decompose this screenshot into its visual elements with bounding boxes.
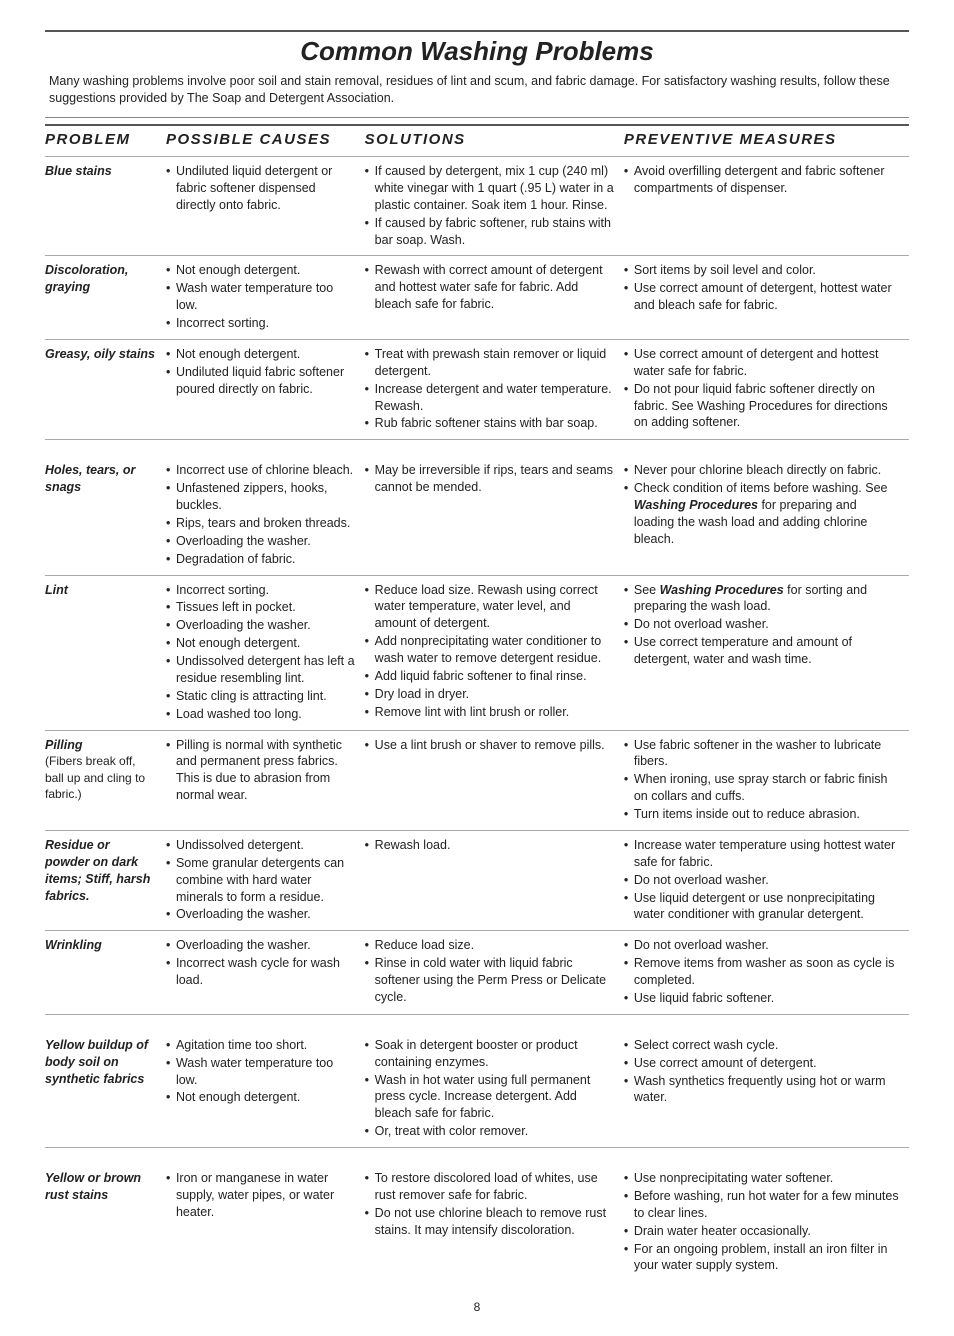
table-row: Residue or powder on dark items; Stiff, …: [45, 830, 909, 930]
page-number: 8: [45, 1299, 909, 1315]
problem-label: Yellow or brown rust stains: [45, 1170, 156, 1204]
problem-label: Holes, tears, or snags: [45, 462, 156, 496]
table-row: Greasy, oily stains Not enough detergent.…: [45, 339, 909, 439]
solutions-cell: Rewash with correct amount of detergent …: [365, 256, 624, 340]
problem-label: Greasy, oily stains: [45, 346, 156, 363]
problem-sub: (Fibers break off, ball up and cling to …: [45, 753, 156, 802]
causes-cell: Not enough detergent.Undiluted liquid fa…: [166, 339, 365, 439]
problem-label: Wrinkling: [45, 937, 156, 954]
preventive-cell: Never pour chlorine bleach directly on f…: [624, 456, 909, 575]
col-solutions: SOLUTIONS: [365, 125, 624, 157]
problem-label: Yellow buildup of body soil on synthetic…: [45, 1037, 156, 1088]
preventive-cell: Select correct wash cycle.Use correct am…: [624, 1031, 909, 1148]
preventive-cell: Use correct amount of detergent and hott…: [624, 339, 909, 439]
solutions-cell: Reduce load size.Rinse in cold water wit…: [365, 931, 624, 1015]
table-row: Yellow buildup of body soil on synthetic…: [45, 1031, 909, 1148]
preventive-cell: See Washing Procedures for sorting and p…: [624, 575, 909, 730]
preventive-cell: Do not overload washer.Remove items from…: [624, 931, 909, 1015]
solutions-cell: May be irreversible if rips, tears and s…: [365, 456, 624, 575]
problem-label: Blue stains: [45, 163, 156, 180]
causes-cell: Undiluted liquid detergent or fabric sof…: [166, 157, 365, 256]
causes-cell: Agitation time too short.Wash water temp…: [166, 1031, 365, 1148]
solutions-cell: Treat with prewash stain remover or liqu…: [365, 339, 624, 439]
causes-cell: Pilling is normal with synthetic and per…: [166, 730, 365, 830]
col-causes: POSSIBLE CAUSES: [166, 125, 365, 157]
intro-text: Many washing problems involve poor soil …: [45, 73, 909, 107]
solutions-cell: To restore discolored load of whites, us…: [365, 1164, 624, 1281]
causes-cell: Overloading the washer.Incorrect wash cy…: [166, 931, 365, 1015]
table-row: Discoloration, graying Not enough deterge…: [45, 256, 909, 340]
solutions-cell: Use a lint brush or shaver to remove pil…: [365, 730, 624, 830]
preventive-cell: Avoid overfilling detergent and fabric s…: [624, 157, 909, 256]
table-row: Blue stains Undiluted liquid detergent or…: [45, 157, 909, 256]
problem-label: Lint: [45, 582, 156, 599]
problem-label: Pilling: [45, 737, 156, 754]
problems-table: PROBLEM POSSIBLE CAUSES SOLUTIONS PREVEN…: [45, 124, 909, 1282]
causes-cell: Not enough detergent.Wash water temperat…: [166, 256, 365, 340]
table-row: Lint Incorrect sorting.Tissues left in po…: [45, 575, 909, 730]
table-row: Yellow or brown rust stains Iron or manga…: [45, 1164, 909, 1281]
problem-label: Discoloration, graying: [45, 262, 156, 296]
preventive-cell: Increase water temperature using hottest…: [624, 830, 909, 930]
solutions-cell: If caused by detergent, mix 1 cup (240 m…: [365, 157, 624, 256]
page-title: Common Washing Problems: [45, 34, 909, 69]
col-problem: PROBLEM: [45, 125, 166, 157]
preventive-cell: Sort items by soil level and color.Use c…: [624, 256, 909, 340]
problem-label: Residue or powder on dark items; Stiff, …: [45, 837, 156, 905]
preventive-cell: Use nonprecipitating water softener.Befo…: [624, 1164, 909, 1281]
preventive-cell: Use fabric softener in the washer to lub…: [624, 730, 909, 830]
causes-cell: Incorrect use of chlorine bleach.Unfaste…: [166, 456, 365, 575]
table-row: Holes, tears, or snags Incorrect use of c…: [45, 456, 909, 575]
table-row: Pilling(Fibers break off, ball up and cl…: [45, 730, 909, 830]
table-row: Wrinkling Overloading the washer.Incorrec…: [45, 931, 909, 1015]
solutions-cell: Rewash load.: [365, 830, 624, 930]
causes-cell: Incorrect sorting.Tissues left in pocket…: [166, 575, 365, 730]
solutions-cell: Reduce load size. Rewash using correct w…: [365, 575, 624, 730]
solutions-cell: Soak in detergent booster or product con…: [365, 1031, 624, 1148]
col-preventive: PREVENTIVE MEASURES: [624, 125, 909, 157]
causes-cell: Undissolved detergent. Some granular det…: [166, 830, 365, 930]
causes-cell: Iron or manganese in water supply, water…: [166, 1164, 365, 1281]
